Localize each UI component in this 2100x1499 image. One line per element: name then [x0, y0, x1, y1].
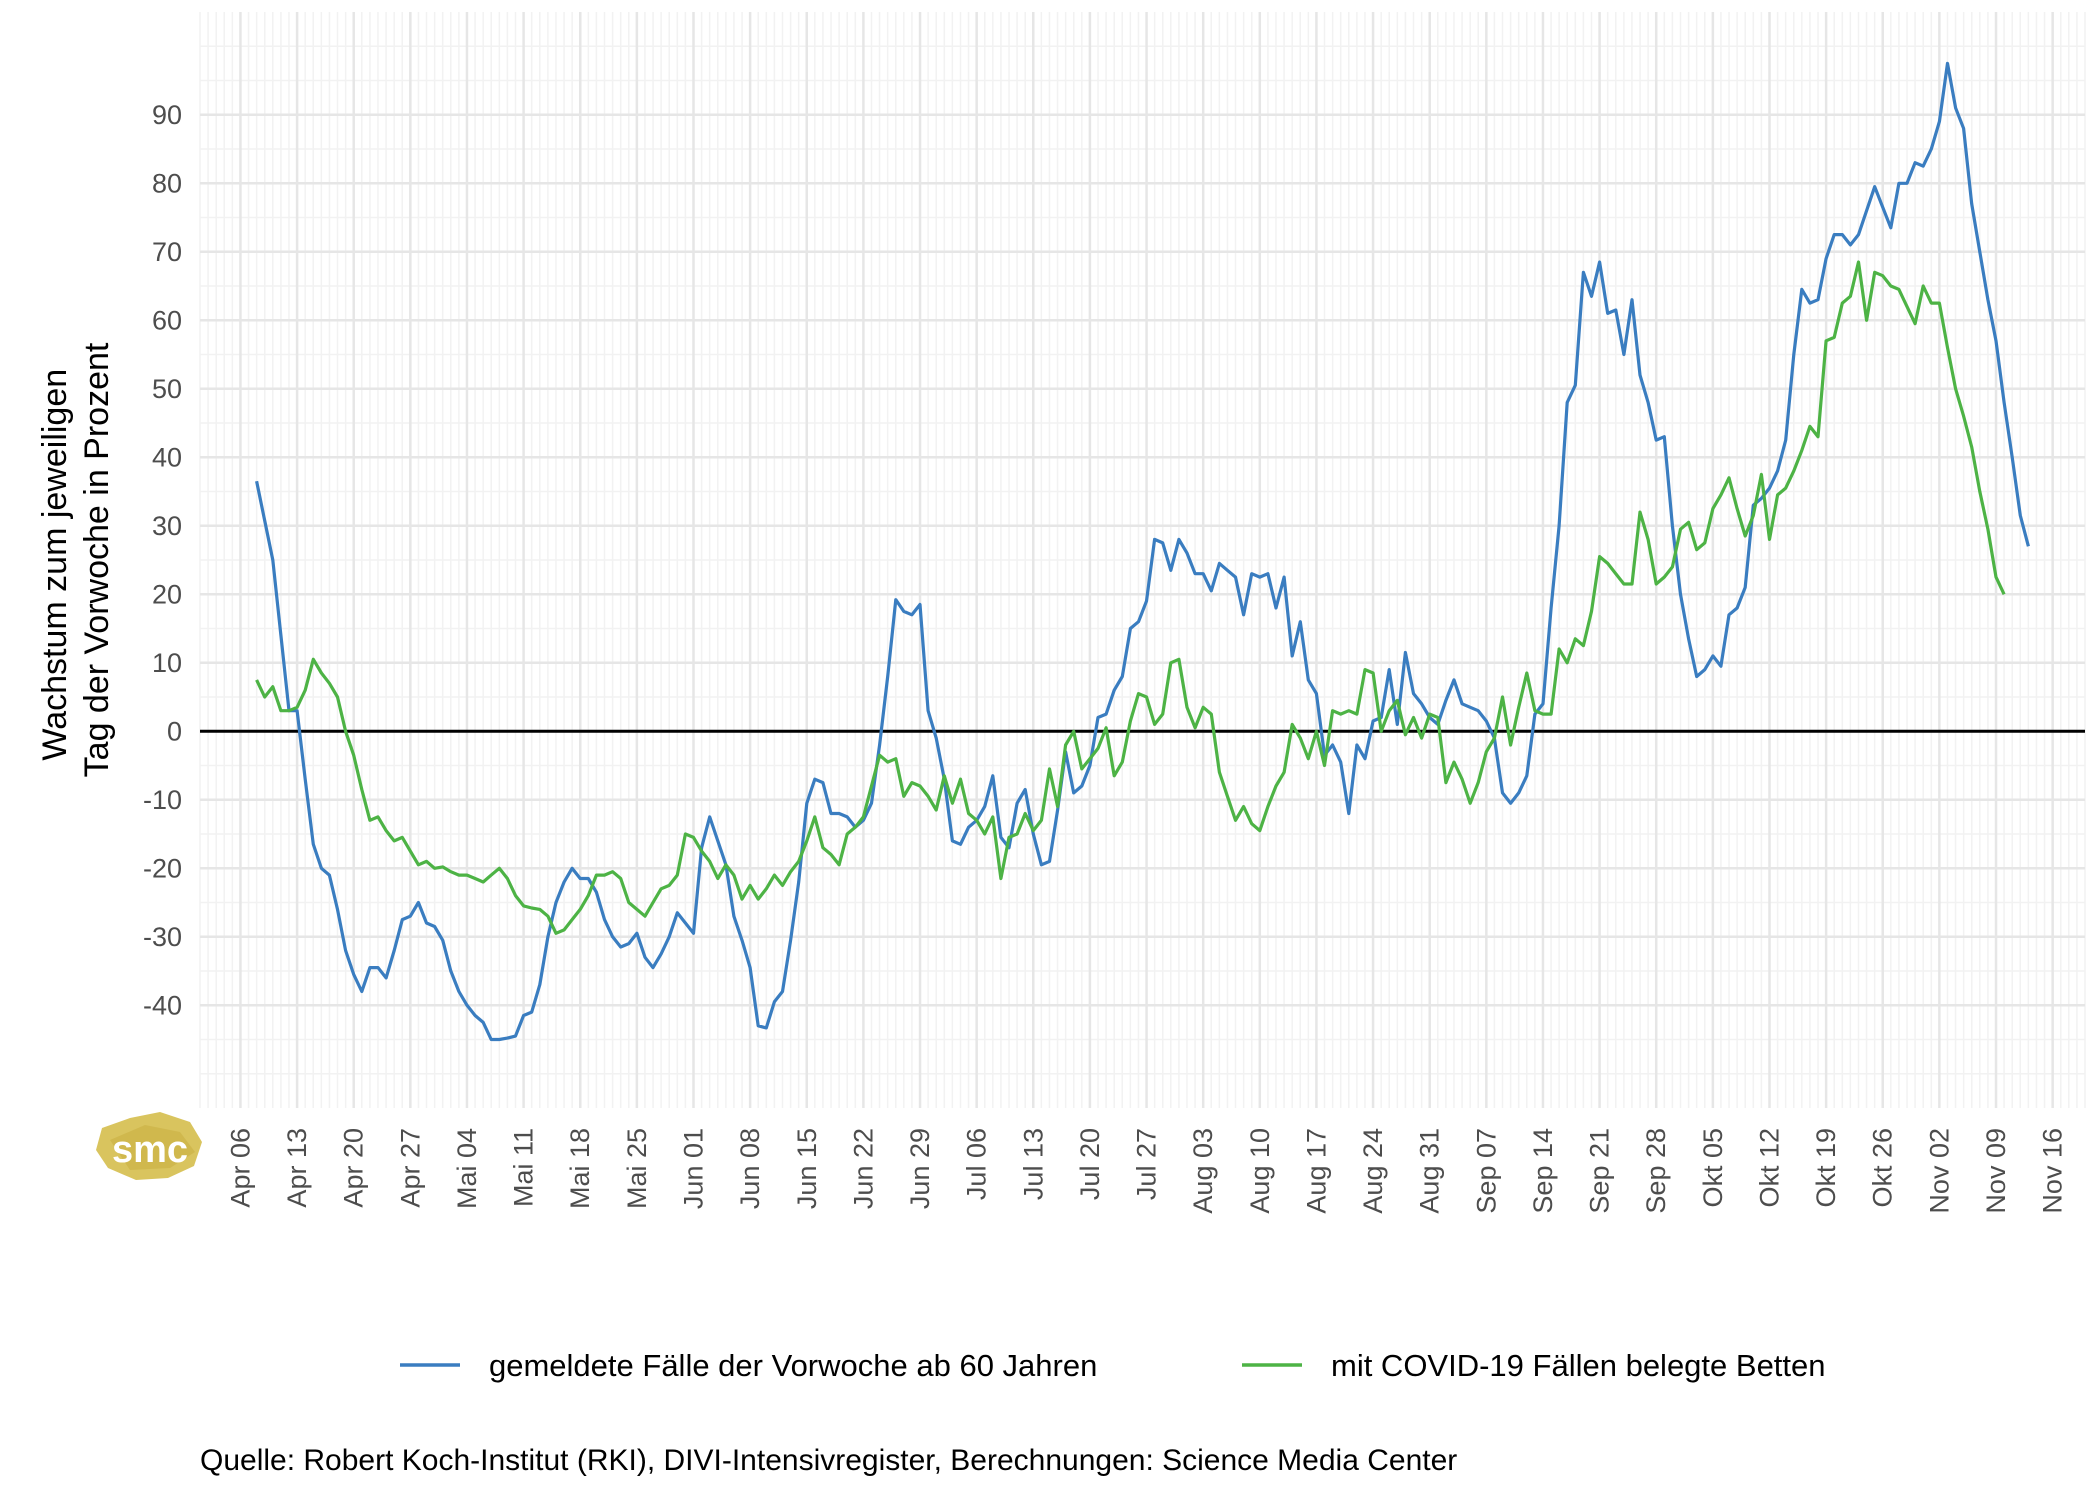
y-tick-label: 70 [152, 237, 182, 267]
x-tick-label: Sep 14 [1528, 1128, 1558, 1214]
x-tick-label: Okt 19 [1811, 1128, 1841, 1208]
x-tick-label: Okt 26 [1868, 1128, 1898, 1208]
x-tick-label: Okt 05 [1698, 1128, 1728, 1208]
y-tick-label: -30 [143, 922, 182, 952]
x-tick-label: Aug 24 [1358, 1128, 1388, 1214]
x-tick-label: Jun 01 [678, 1128, 708, 1209]
x-tick-label: Jul 27 [1132, 1128, 1162, 1200]
x-tick-label: Apr 27 [395, 1128, 425, 1208]
x-tick-label: Okt 12 [1754, 1128, 1784, 1208]
y-axis-title: Wachstum zum jeweiligen Tag der Vorwoche… [36, 342, 116, 777]
x-tick-label: Jun 08 [735, 1128, 765, 1209]
x-tick-label: Apr 20 [339, 1128, 369, 1208]
y-tick-label: 80 [152, 168, 182, 198]
x-tick-label: Mai 04 [452, 1128, 482, 1209]
legend-label-covid-beds: mit COVID-19 Fällen belegte Betten [1331, 1348, 1826, 1383]
y-tick-label: 30 [152, 511, 182, 541]
y-tick-label: 10 [152, 648, 182, 678]
x-tick-label: Nov 09 [1981, 1128, 2011, 1214]
y-axis-tick-labels: -40 -30 -20 -10 0 10 20 30 40 50 60 70 80 90 [143, 100, 182, 1021]
x-tick-label: Mai 11 [509, 1128, 539, 1207]
smc-logo-text: smc [112, 1129, 188, 1171]
x-tick-label: Jun 22 [848, 1128, 878, 1209]
x-tick-label: Jun 29 [905, 1128, 935, 1209]
x-tick-label: Aug 17 [1301, 1128, 1331, 1214]
x-tick-label: Nov 02 [1924, 1128, 1954, 1214]
y-tick-label: 20 [152, 579, 182, 609]
series-line-cases-60plus [255, 61, 2030, 1042]
x-tick-label: Nov 16 [2038, 1128, 2068, 1214]
major-gridlines [200, 12, 2085, 1108]
series-lines [255, 61, 2030, 1042]
legend-label-cases-60plus: gemeldete Fälle der Vorwoche ab 60 Jahre… [489, 1348, 1097, 1383]
y-tick-label: -10 [143, 785, 182, 815]
smc-logo: smc [96, 1112, 202, 1180]
series-line-covid-beds [255, 260, 2006, 935]
minor-gridlines [199, 12, 2086, 1108]
x-tick-label: Apr 13 [282, 1128, 312, 1208]
x-tick-label: Sep 07 [1471, 1128, 1501, 1214]
y-tick-label: 0 [167, 716, 182, 746]
x-tick-label: Sep 21 [1585, 1128, 1615, 1214]
x-tick-label: Apr 06 [225, 1128, 255, 1208]
y-tick-label: -20 [143, 853, 182, 883]
x-tick-label: Mai 25 [622, 1128, 652, 1209]
x-tick-label: Mai 18 [565, 1128, 595, 1209]
source-caption: Quelle: Robert Koch-Institut (RKI), DIVI… [200, 1444, 1457, 1477]
x-axis-tick-labels: Apr 06 Apr 13 Apr 20 Apr 27 Mai 04 Mai 11 Mai … [225, 1128, 2067, 1214]
x-tick-label: Jul 13 [1018, 1128, 1048, 1200]
y-tick-label: 60 [152, 305, 182, 335]
y-tick-label: 90 [152, 100, 182, 130]
x-tick-label: Aug 10 [1245, 1128, 1275, 1214]
x-tick-label: Jul 06 [962, 1128, 992, 1200]
y-tick-label: 40 [152, 442, 182, 472]
y-tick-label: 50 [152, 374, 182, 404]
x-tick-label: Jun 15 [792, 1128, 822, 1209]
x-tick-label: Jul 20 [1075, 1128, 1105, 1200]
x-tick-label: Aug 03 [1188, 1128, 1218, 1214]
x-tick-label: Aug 31 [1415, 1128, 1445, 1214]
x-tick-label: Sep 28 [1641, 1128, 1671, 1214]
y-tick-label: -40 [143, 990, 182, 1020]
legend: gemeldete Fälle der Vorwoche ab 60 Jahre… [400, 1348, 1826, 1383]
